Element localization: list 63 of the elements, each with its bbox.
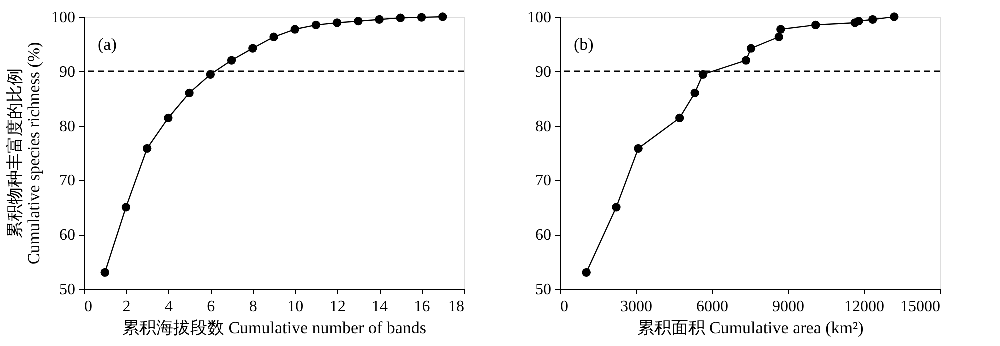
x-tick-label: 0 [84, 298, 92, 316]
x-tick-label: 9000 [772, 298, 804, 316]
point [774, 32, 784, 42]
point [417, 13, 426, 22]
point [270, 32, 278, 42]
point [675, 114, 684, 123]
point [290, 25, 300, 34]
x-tick-label: 18 [448, 298, 464, 316]
point [742, 56, 751, 65]
x-tick-label: 2 [122, 298, 131, 316]
x-tick-label: 12 [330, 298, 346, 316]
point [312, 20, 321, 30]
x-tick-label: 3000 [620, 298, 652, 316]
x-tick-label: 6 [207, 298, 216, 316]
point [122, 203, 131, 212]
point [143, 144, 152, 153]
x-tick-label: 10 [288, 298, 304, 316]
point [634, 144, 643, 153]
point [890, 12, 899, 22]
y-tick-label: 100 [528, 10, 552, 26]
annotation: (b) [574, 35, 594, 54]
y-tick-label: 80 [536, 118, 552, 136]
y-tick-label: 60 [536, 227, 552, 244]
x-axis-title: 累积海拔段数 Cumulative number of bands [122, 318, 427, 338]
point [333, 18, 342, 28]
point [185, 88, 194, 98]
point [354, 17, 363, 26]
y-tick-label: 100 [52, 10, 76, 26]
y-tick-label: 90 [60, 64, 76, 81]
x-axis-title: 累积面积 Cumulative area (km²) [637, 318, 864, 338]
point [396, 14, 405, 22]
point [227, 56, 236, 65]
x-tick-label: 16 [414, 298, 430, 316]
point [612, 203, 621, 212]
point [438, 12, 448, 22]
y-tick-label: 70 [60, 172, 76, 190]
point [698, 70, 708, 79]
point [868, 15, 878, 24]
point [746, 44, 756, 53]
x-tick-label: 12000 [844, 298, 884, 316]
y-tick-label: 90 [536, 64, 552, 81]
point [582, 268, 591, 277]
point [854, 17, 864, 26]
annotation: (a) [98, 35, 117, 54]
y-tick-label: 50 [536, 282, 552, 298]
y-tick-label: 60 [60, 227, 76, 244]
point [776, 25, 786, 34]
point [812, 20, 820, 30]
point [100, 268, 110, 277]
x-tick-label: 15000 [900, 298, 940, 316]
x-tick-label: 4 [164, 298, 173, 316]
y-axis-title: 累积物种丰富度的比例 Cumulative species richness (%) [6, 42, 44, 265]
x-tick-label: 8 [249, 298, 258, 316]
x-tick-label: 6000 [696, 298, 728, 316]
point [690, 88, 700, 98]
point [164, 114, 173, 123]
y-tick-label: 50 [60, 282, 76, 298]
x-tick-label: 14 [372, 298, 388, 316]
point [375, 15, 384, 24]
x-tick-label: 0 [560, 298, 568, 316]
y-tick-label: 70 [536, 172, 552, 190]
y-tick-label: 80 [60, 118, 76, 136]
point [248, 44, 258, 53]
